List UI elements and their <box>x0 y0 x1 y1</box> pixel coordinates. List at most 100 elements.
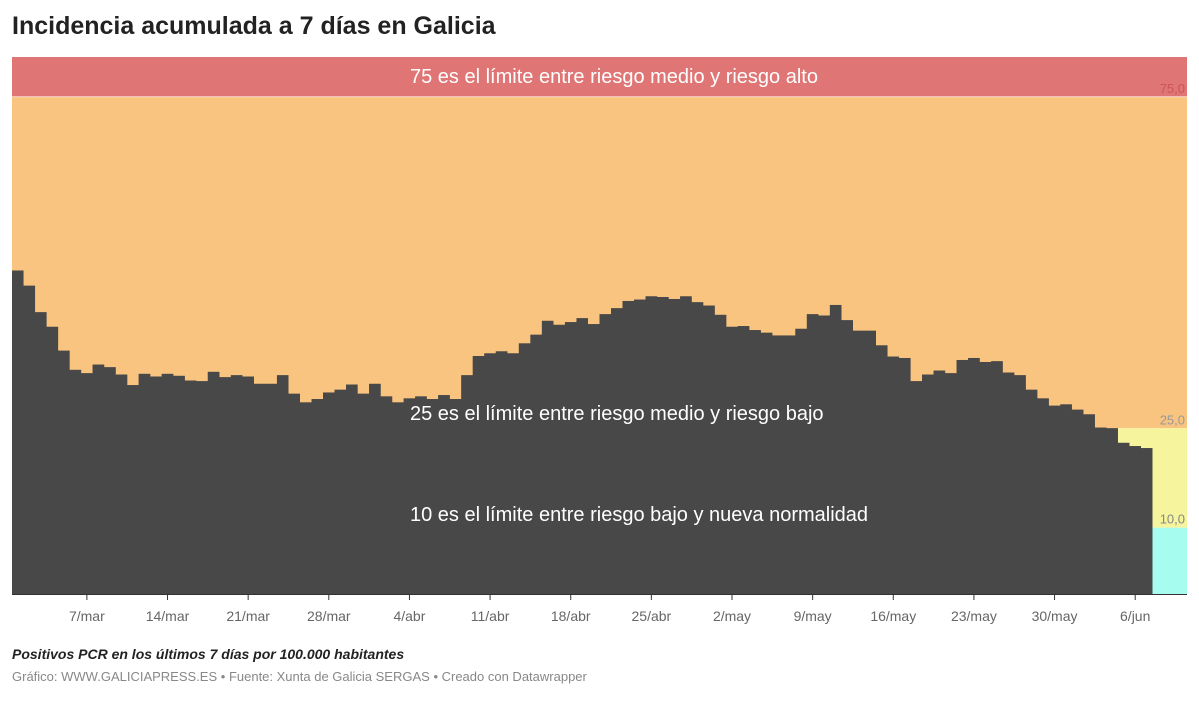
bar <box>369 383 381 594</box>
bar <box>634 299 646 594</box>
bar <box>760 332 773 594</box>
x-tick-label: 21/mar <box>226 608 270 624</box>
bar <box>276 375 289 594</box>
bar <box>138 373 151 594</box>
bar <box>622 300 635 594</box>
bar <box>288 393 300 594</box>
bar <box>772 335 784 594</box>
bar <box>1048 405 1061 594</box>
bar <box>184 380 197 594</box>
bar <box>553 324 565 594</box>
footer-separator: • <box>429 669 442 684</box>
bar <box>115 374 128 594</box>
bar <box>530 334 542 594</box>
x-tick-label: 18/abr <box>551 608 591 624</box>
bar <box>484 353 496 594</box>
threshold-value-labels: 75,0 25,0 10,0 <box>1160 81 1185 527</box>
bar <box>933 370 946 594</box>
bar <box>564 322 577 594</box>
bar <box>23 285 36 594</box>
bar <box>968 357 980 594</box>
bar <box>795 328 807 594</box>
footer-fuente: Fuente: Xunta de Galicia SERGAS <box>228 669 430 684</box>
bar <box>1071 409 1084 594</box>
threshold-value-label: 25,0 <box>1160 412 1185 427</box>
bar <box>507 353 519 594</box>
bar <box>12 270 24 594</box>
bar <box>864 330 876 594</box>
bar <box>668 298 681 594</box>
threshold-annotations: 75 es el límite entre riesgo medio y rie… <box>410 66 868 526</box>
bar <box>806 314 819 594</box>
x-tick-label: 23/may <box>951 608 997 624</box>
bar <box>887 356 900 594</box>
chart-area: 75,0 25,0 10,0 75 es el límite entre riesg… <box>12 57 1187 624</box>
bar <box>265 383 277 594</box>
x-tick-label: 25/abr <box>632 608 672 624</box>
bar <box>1083 414 1095 594</box>
bar <box>357 393 370 594</box>
bar <box>415 396 427 594</box>
bar <box>1106 428 1118 594</box>
bar <box>253 383 266 594</box>
bar <box>645 296 658 594</box>
bar <box>69 369 82 594</box>
footer-grafico-link[interactable]: Gráfico: WWW.GALICIAPRESS.ES <box>12 669 218 684</box>
bar <box>173 375 185 594</box>
threshold-value-label: 75,0 <box>1160 81 1185 96</box>
bar <box>726 326 738 594</box>
bar <box>1014 375 1026 594</box>
bar <box>1140 448 1153 594</box>
bar <box>945 373 957 594</box>
bar <box>737 326 750 594</box>
bar <box>334 389 347 594</box>
bar <box>495 351 508 594</box>
bar <box>518 343 531 594</box>
threshold-annotation: 25 es el límite entre riesgo medio y rie… <box>410 403 824 425</box>
x-tick-label: 6/jun <box>1120 608 1150 624</box>
bar <box>1025 389 1038 594</box>
bar <box>1094 427 1107 594</box>
bar <box>703 305 715 594</box>
threshold-annotation: 10 es el límite entre riesgo bajo y nuev… <box>410 504 868 526</box>
bar <box>1117 442 1130 594</box>
bar <box>852 330 865 594</box>
bar <box>346 384 358 594</box>
chart-notes: Positivos PCR en los últimos 7 días por … <box>12 646 405 662</box>
bar <box>35 312 47 594</box>
bar <box>300 402 312 594</box>
chart-title: Incidencia acumulada a 7 días en Galicia <box>12 12 496 40</box>
bar <box>749 330 761 594</box>
bar <box>127 385 139 594</box>
bar <box>426 399 439 594</box>
bar <box>207 371 220 594</box>
chart-footer: Gráfico: WWW.GALICIAPRESS.ES • Fuente: X… <box>12 669 587 684</box>
bar <box>219 377 231 594</box>
bar <box>588 324 600 594</box>
bar <box>403 398 416 594</box>
bar <box>46 326 59 594</box>
footer-datawrapper-link[interactable]: Creado con Datawrapper <box>441 669 587 684</box>
bar <box>783 335 796 594</box>
x-tick-label: 30/may <box>1032 608 1078 624</box>
bar <box>876 345 888 594</box>
bar <box>438 395 450 594</box>
bar <box>1129 446 1141 594</box>
bar <box>922 374 934 594</box>
bar <box>323 392 335 594</box>
bar <box>242 376 254 594</box>
bar <box>461 375 473 594</box>
bar <box>991 361 1003 594</box>
band-riesgo-alto <box>12 57 1187 97</box>
x-tick-label: 7/mar <box>69 608 105 624</box>
bar <box>657 296 669 594</box>
bar <box>680 296 692 594</box>
bar <box>392 402 404 594</box>
bar <box>691 302 704 594</box>
bar <box>472 355 485 594</box>
x-axis: 7/mar 14/mar 21/mar 28/mar 4/abr 11/abr 18/abr… <box>12 594 1187 624</box>
x-tick-label: 14/mar <box>146 608 190 624</box>
bar <box>541 320 554 594</box>
bar <box>104 367 116 594</box>
bar <box>150 376 162 594</box>
